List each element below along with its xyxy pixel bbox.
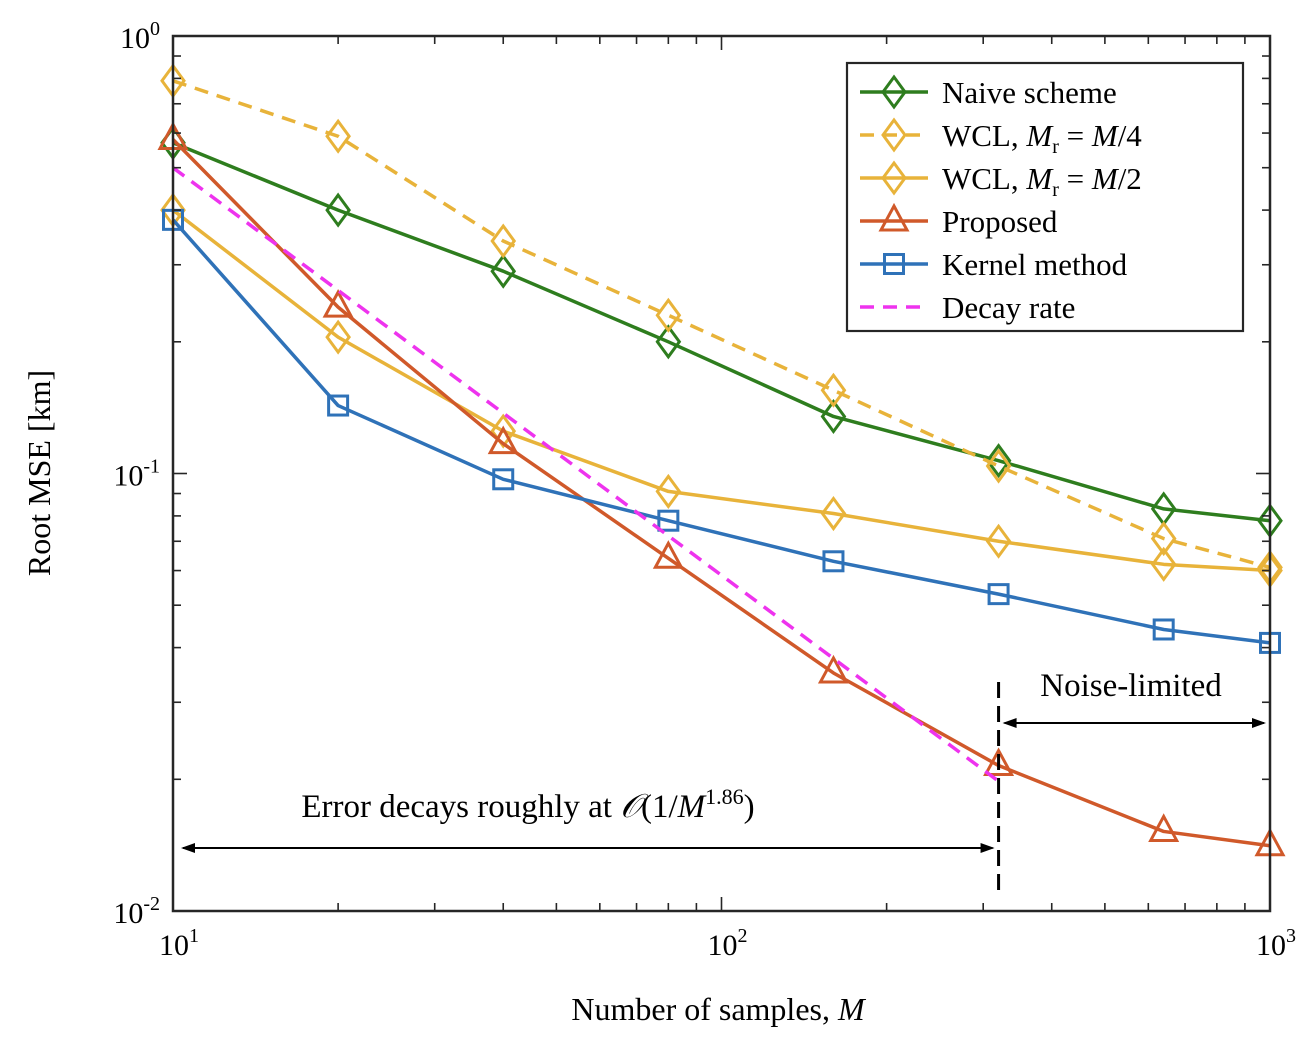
- data-point: [1148, 813, 1180, 842]
- data-point: [820, 496, 847, 532]
- legend-entry: Proposed: [860, 202, 1058, 239]
- legend-entry: Kernel method: [860, 247, 1128, 282]
- series-line: [172, 79, 1271, 570]
- axes: 101 102 103 10-2 10-1 100: [113, 18, 1296, 962]
- data-point: [327, 394, 350, 417]
- noise-limited-arrow: [1002, 718, 1266, 728]
- data-point: [652, 540, 684, 569]
- x-axis-label-var: M: [837, 991, 867, 1027]
- arrow-head-right: [980, 843, 995, 853]
- legend-entry: WCL, Mr = M/2: [860, 160, 1142, 201]
- legend-entry: WCL, Mr = M/4: [860, 117, 1142, 158]
- arrow-head-left: [1002, 718, 1017, 728]
- data-point: [985, 523, 1012, 559]
- data-point: [490, 413, 517, 449]
- series-wcl-mr-m-2: [160, 192, 1283, 589]
- series-line: [171, 138, 1271, 848]
- data-point: [822, 550, 845, 573]
- x-tick-label: 101: [159, 925, 199, 962]
- data-point: [1152, 618, 1175, 641]
- legend-label: Naive scheme: [942, 75, 1117, 110]
- data-point: [1150, 521, 1177, 557]
- data-point: [878, 202, 910, 232]
- data-point: [487, 425, 519, 455]
- data-point: [1150, 546, 1177, 582]
- series-line: [171, 218, 1271, 645]
- data-point: [655, 297, 682, 333]
- arrow-head-right: [1252, 718, 1266, 728]
- x-axis-label-text: Number of samples,: [571, 991, 838, 1027]
- y-tick-label: 100: [120, 18, 160, 55]
- data-point: [325, 192, 351, 228]
- y-axis-label: Root MSE [km]: [21, 370, 57, 576]
- data-point: [490, 223, 517, 259]
- data-point: [657, 509, 680, 532]
- data-point: [883, 253, 905, 275]
- data-point: [325, 118, 351, 154]
- data-point: [881, 160, 907, 196]
- error-decay-arrow: [181, 843, 995, 853]
- y-tick-label: 10-2: [113, 893, 160, 930]
- data-point: [817, 654, 849, 684]
- data-point: [985, 443, 1012, 479]
- legend-label: WCL, Mr = M/4: [942, 118, 1142, 158]
- data-point: [820, 398, 847, 435]
- data-point: [987, 583, 1010, 606]
- data-point: [881, 117, 907, 153]
- legend-label: Decay rate: [942, 290, 1075, 325]
- tick-marks: [172, 36, 1270, 912]
- data-point: [881, 74, 907, 110]
- legend-label: Kernel method: [942, 247, 1128, 282]
- data-point: [490, 253, 517, 289]
- y-tick-label: 10-1: [113, 456, 160, 493]
- data-point: [655, 324, 682, 360]
- data-point: [820, 372, 847, 408]
- series-proposed: [157, 121, 1286, 857]
- error-decay-label: Error decays roughly at 𝒪(1/M1.86): [301, 784, 754, 825]
- data-point: [325, 319, 351, 355]
- legend-box: [845, 61, 1245, 333]
- data-point: [983, 747, 1015, 777]
- x-tick-label: 102: [708, 925, 748, 962]
- arrow-head-left: [181, 843, 195, 853]
- legend-entry: Naive scheme: [860, 74, 1117, 110]
- series-line: [171, 166, 1000, 783]
- x-axis-label: Number of samples, M: [571, 991, 867, 1027]
- data-point: [322, 289, 354, 318]
- legend-label: Proposed: [942, 204, 1058, 239]
- series-line: [172, 141, 1271, 523]
- data-point: [655, 473, 682, 509]
- data-point: [985, 448, 1012, 484]
- series-line: [171, 208, 1271, 573]
- x-tick-label: 103: [1256, 925, 1296, 962]
- noise-limited-label: Noise-limited: [1040, 668, 1222, 704]
- legend-label: WCL, Mr = M/2: [942, 161, 1142, 201]
- data-point: [492, 468, 515, 491]
- series-decay-rate: [171, 166, 1000, 783]
- annotations: Noise-limited Error decays roughly at 𝒪(1…: [181, 668, 1266, 893]
- series-layer: [157, 63, 1286, 857]
- legend-entry: Decay rate: [860, 290, 1075, 325]
